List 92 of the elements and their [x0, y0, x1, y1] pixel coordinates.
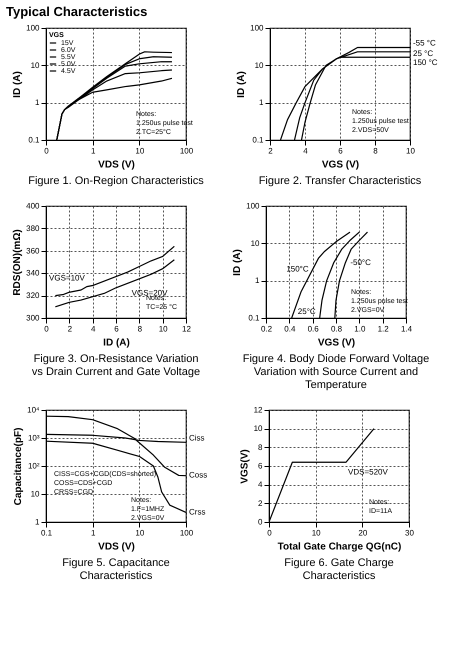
y-tick-label: 0	[258, 518, 264, 526]
series-label: 150 °C	[413, 58, 438, 68]
x-tick-label: 8	[138, 324, 143, 334]
y-axis-title: ID (A)	[12, 71, 24, 98]
y-tick-label: 1	[259, 98, 264, 108]
x-tick-label: 0.4	[284, 324, 296, 334]
x-tick-label: 0	[44, 146, 50, 156]
y-tick-label: 100	[26, 24, 40, 32]
x-tick-label: 4	[303, 146, 308, 156]
y-tick-label: 300	[26, 314, 40, 322]
y-tick-label: 10	[254, 424, 264, 434]
y-tick-label: 340	[26, 268, 40, 278]
y-axis-title: Capacitance(pF)	[13, 428, 24, 506]
series-label: -55 °C	[413, 38, 436, 48]
y-tick-label: 380	[26, 224, 40, 233]
x-axis-title: Total Gate Charge QG(nC)	[278, 542, 402, 552]
y-tick-label: 1	[35, 98, 40, 108]
y-tick-label: 8	[258, 442, 264, 452]
y-tick-label: 10⁴	[27, 406, 40, 414]
y-tick-label: 12	[254, 406, 264, 414]
y-tick-label: 0.1	[252, 136, 264, 144]
y-tick-label: 320	[26, 291, 40, 300]
x-tick-label: 6	[338, 146, 344, 156]
x-tick-label: 10	[135, 146, 145, 156]
x-tick-label: 100	[180, 528, 194, 538]
y-axis-title: ID (A)	[236, 71, 248, 98]
y-tick-label: 360	[26, 246, 40, 256]
x-tick-label: 2	[68, 324, 73, 334]
x-tick-label: 2	[268, 146, 274, 156]
y-tick-label: 100	[250, 24, 264, 32]
y-axis-title: RDS(ON)(mΩ)	[12, 229, 24, 296]
x-tick-label: 0.6	[308, 324, 320, 334]
y-axis-title: VGS(V)	[240, 449, 251, 484]
y-tick-label: 6	[258, 462, 264, 470]
text: Typical Characteristics	[6, 4, 148, 19]
series-label: 25 °C	[413, 48, 434, 58]
x-tick-label: 1.4	[400, 324, 413, 334]
y-tick-label: 100	[246, 202, 260, 210]
y-tick-label: 10	[254, 60, 264, 70]
x-tick-label: 0.2	[260, 324, 273, 334]
y-tick-label: 10²	[28, 462, 40, 470]
y-tick-label: 2	[258, 498, 264, 508]
y-tick-label: 0.1	[248, 314, 260, 322]
x-tick-label: 1.0	[354, 324, 366, 334]
x-axis-title: VGS (V)	[318, 338, 356, 348]
text: Figure 1. On-Region Characteristics	[28, 175, 204, 187]
y-axis-title: ID (A)	[232, 249, 244, 276]
series-label: Crss	[189, 507, 206, 516]
x-tick-label: 30	[405, 528, 414, 538]
x-tick-label: 12	[182, 324, 192, 334]
x-tick-label: 10	[135, 528, 145, 538]
x-tick-label: 10	[312, 528, 322, 538]
y-tick-label: 0.1	[28, 136, 40, 144]
series-label: 25°C	[298, 307, 316, 316]
x-tick-label: 4	[90, 324, 96, 334]
x-tick-label: 0	[44, 324, 50, 334]
y-tick-label: 1	[35, 518, 40, 526]
x-tick-label: 1	[90, 146, 96, 156]
y-tick-label: 10	[250, 238, 260, 248]
text: Figure 5. Capacitance Characteristics	[62, 557, 170, 582]
x-tick-label: 8	[373, 146, 378, 156]
x-axis-title: VGS (V)	[322, 160, 360, 170]
x-tick-label: 10	[158, 324, 168, 334]
x-tick-label: 1.2	[378, 324, 390, 334]
y-tick-label: 1	[255, 276, 260, 286]
text: Figure 2. Transfer Characteristics	[258, 175, 422, 187]
y-tick-label: 10	[30, 490, 40, 498]
series-label: -50°C	[350, 258, 372, 267]
text: Figure 3. On-Resistance Variation vs Drain Current and Gate Voltage	[32, 353, 200, 378]
series-label: Coss	[189, 470, 208, 480]
series-label: VGS=20V	[132, 288, 168, 298]
text: Figure 4. Body Diode Forward Voltage Variation with Source Current and Temperature	[242, 353, 430, 391]
y-tick-label: 400	[26, 202, 40, 210]
series-label: Ciss	[189, 433, 205, 442]
x-tick-label: 0.1	[40, 528, 53, 538]
x-tick-label: 0	[267, 528, 272, 538]
x-tick-label: 20	[358, 528, 368, 538]
x-tick-label: 1	[90, 528, 96, 538]
x-tick-label: 6	[114, 324, 120, 334]
x-tick-label: 0.8	[330, 324, 343, 334]
series-label: 150°C	[286, 264, 309, 274]
text: Figure 6. Gate Charge Characteristics	[284, 557, 394, 582]
y-tick-label: 4	[258, 480, 264, 490]
x-tick-label: 10	[406, 146, 416, 156]
x-axis-title: VDS (V)	[98, 542, 135, 552]
x-axis-title: ID (A)	[103, 338, 130, 348]
series-label: VGS=10V	[49, 274, 86, 283]
series-label: VDS=520V	[348, 467, 388, 476]
y-tick-label: 10³	[28, 434, 40, 442]
x-tick-label: 100	[180, 146, 194, 156]
y-tick-label: 10	[30, 60, 40, 70]
x-axis-title: VDS (V)	[98, 160, 135, 170]
